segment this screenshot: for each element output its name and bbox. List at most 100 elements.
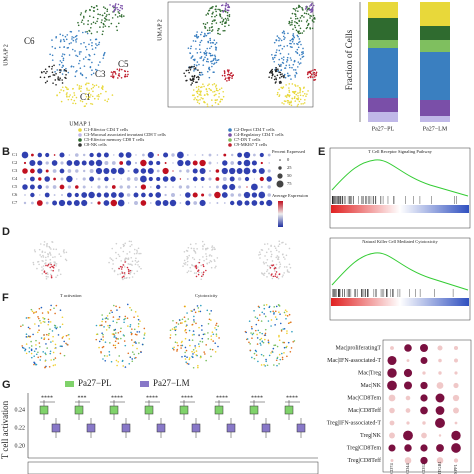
cell-point bbox=[128, 363, 131, 365]
cell-point bbox=[228, 73, 231, 76]
interaction-dot bbox=[436, 444, 444, 452]
cell-point bbox=[280, 69, 282, 72]
cell-point bbox=[185, 69, 188, 72]
cell-point bbox=[130, 263, 132, 266]
expr-dot bbox=[258, 167, 265, 175]
expr-dot bbox=[186, 178, 189, 180]
interaction-dot bbox=[403, 381, 413, 390]
box bbox=[226, 423, 236, 433]
cell-point bbox=[207, 32, 210, 35]
cell-point bbox=[283, 76, 285, 79]
expr-dot bbox=[194, 154, 196, 156]
expr-dot bbox=[192, 176, 198, 182]
cell-point bbox=[202, 256, 204, 258]
expr-dot bbox=[230, 153, 234, 157]
cell-point bbox=[176, 342, 178, 344]
cell-point bbox=[193, 68, 196, 70]
cell-point bbox=[131, 264, 133, 266]
interaction-dot bbox=[451, 430, 461, 441]
box bbox=[144, 405, 154, 415]
expr-dot bbox=[88, 160, 95, 166]
expr-dot bbox=[149, 202, 152, 204]
cell-point bbox=[195, 33, 198, 36]
cell-point bbox=[54, 256, 56, 258]
cell-point bbox=[258, 254, 260, 256]
cell-point bbox=[183, 316, 186, 318]
box bbox=[261, 423, 271, 433]
cell-point bbox=[278, 81, 281, 83]
cell-point bbox=[192, 94, 195, 97]
cell-point bbox=[133, 316, 135, 319]
cell-point bbox=[55, 72, 57, 75]
interaction-dot bbox=[404, 344, 412, 352]
expr-dot bbox=[110, 192, 117, 198]
cell-point bbox=[193, 258, 196, 261]
cell-point bbox=[102, 6, 105, 8]
cell-point bbox=[121, 7, 124, 10]
cell-point bbox=[215, 328, 218, 331]
cell-point bbox=[112, 70, 115, 73]
cell-point bbox=[108, 312, 111, 315]
expr-dot bbox=[172, 186, 174, 188]
cell-point bbox=[216, 59, 219, 62]
cell-point bbox=[189, 68, 192, 71]
cell-point bbox=[44, 256, 47, 259]
cell-point bbox=[285, 64, 288, 67]
cell-point bbox=[193, 333, 195, 336]
cell-point bbox=[274, 324, 276, 326]
cell-point bbox=[207, 338, 210, 340]
cell-point bbox=[135, 342, 137, 344]
expr-dot bbox=[103, 167, 110, 175]
cell-point bbox=[118, 355, 121, 357]
cell-point bbox=[287, 322, 290, 325]
cell-point bbox=[110, 258, 113, 260]
cell-point bbox=[52, 82, 54, 84]
box bbox=[249, 405, 259, 415]
cell-point bbox=[294, 85, 297, 87]
legend-dot bbox=[228, 138, 232, 142]
cell-point bbox=[42, 254, 44, 257]
cell-point bbox=[91, 83, 94, 86]
cell-point bbox=[184, 358, 187, 360]
cell-point bbox=[115, 359, 118, 362]
bar-seg bbox=[420, 40, 450, 52]
cell-point bbox=[89, 8, 91, 11]
cell-point bbox=[29, 327, 31, 330]
cell-point bbox=[62, 53, 64, 55]
cell-point bbox=[222, 18, 225, 21]
cell-point bbox=[108, 261, 110, 264]
cell-point bbox=[297, 6, 300, 9]
cell-point bbox=[78, 59, 81, 62]
panel-title: Cytotoxicity bbox=[195, 293, 218, 298]
cell-point bbox=[117, 273, 119, 276]
cell-point bbox=[253, 352, 256, 355]
cell-point bbox=[299, 58, 302, 60]
expr-dot bbox=[81, 199, 88, 207]
cell-point bbox=[50, 269, 53, 272]
cell-point bbox=[186, 264, 189, 266]
cell-point bbox=[113, 335, 116, 337]
expr-dot bbox=[60, 177, 64, 181]
cell-point bbox=[200, 97, 203, 99]
cell-point bbox=[297, 97, 300, 99]
cell-point bbox=[101, 33, 104, 36]
cell-point bbox=[279, 73, 282, 76]
cell-point bbox=[118, 255, 121, 258]
expr-dot bbox=[66, 175, 73, 183]
expr-dot bbox=[82, 169, 86, 173]
cell-point bbox=[270, 245, 272, 247]
cell-point bbox=[87, 82, 90, 85]
cell-point bbox=[215, 5, 217, 7]
cell-point bbox=[206, 105, 209, 108]
cell-point bbox=[103, 51, 106, 54]
cell-point bbox=[209, 52, 212, 55]
cell-point bbox=[198, 258, 201, 261]
cell-point bbox=[274, 75, 276, 78]
cell-point bbox=[189, 344, 191, 347]
cell-point bbox=[192, 348, 195, 351]
expr-dot bbox=[140, 159, 147, 167]
cell-point bbox=[292, 91, 295, 94]
legend-label: Pa27−LM bbox=[153, 378, 190, 388]
cell-point bbox=[45, 72, 47, 74]
cell-point bbox=[274, 69, 277, 71]
